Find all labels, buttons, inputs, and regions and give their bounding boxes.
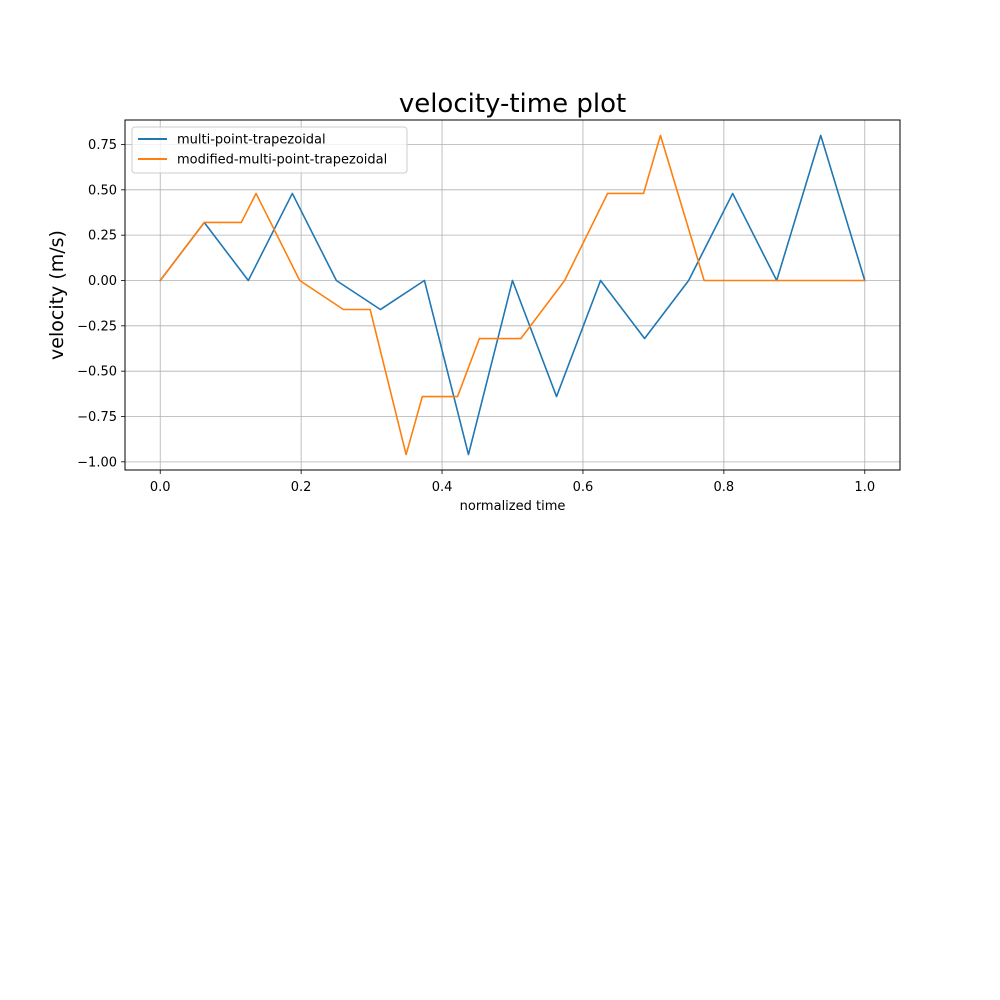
x-axis-ticks: 0.0 0.2 0.4 0.6 0.8 1.0 [150,470,875,495]
legend: multi-point-trapezoidal modified-multi-p… [131,126,408,174]
x-tick-label: 0.8 [714,480,735,495]
y-tick-label: −1.00 [77,455,117,470]
y-tick-label: 0.25 [88,229,117,244]
legend-label-multi-point-trapezoidal: multi-point-trapezoidal [177,133,326,148]
chart-title: velocity-time plot [399,89,626,119]
legend-box [131,126,408,174]
y-tick-label: −0.25 [77,319,117,334]
x-tick-label: 0.4 [432,480,453,495]
y-tick-label: 0.50 [88,183,117,198]
series-lines [159,134,866,456]
x-tick-label: 1.0 [854,480,875,495]
plot-area-frame [124,119,901,471]
x-tick-label: 0.2 [291,480,312,495]
y-tick-label: −0.50 [77,365,117,380]
y-tick-label: 0.00 [88,274,117,289]
x-tick-label: 0.0 [150,480,171,495]
series-line-multi-point-trapezoidal [159,134,866,456]
legend-label-modified-multi-point-trapezoidal: modified-multi-point-trapezoidal [177,153,387,168]
y-axis-label: velocity (m/s) [46,230,68,360]
y-tick-label: −0.75 [77,410,117,425]
y-axis-ticks: 0.75 0.50 0.25 0.00 −0.25 −0.50 −0.75 −1.00 [77,138,125,470]
y-tick-label: 0.75 [88,138,117,153]
x-tick-label: 0.6 [573,480,594,495]
series-line-modified-multi-point-trapezoidal [159,134,866,456]
x-axis-label: normalized time [460,499,566,514]
